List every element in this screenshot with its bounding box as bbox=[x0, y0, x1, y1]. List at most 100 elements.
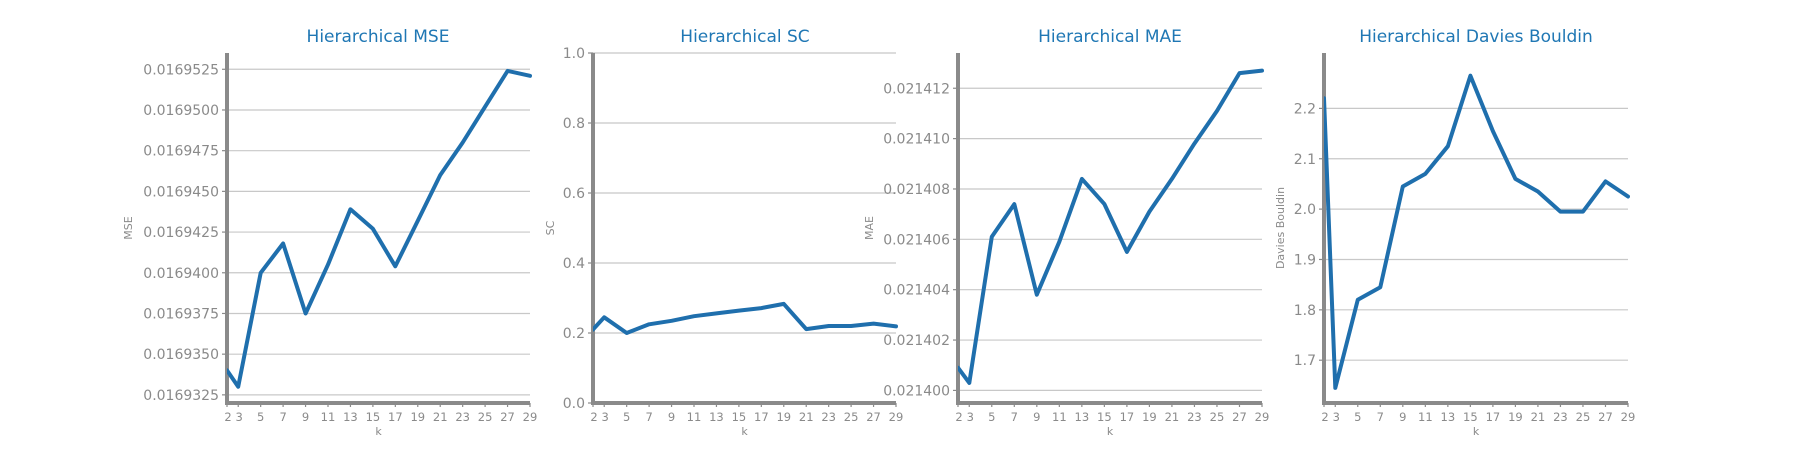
x-tick-label: 27 bbox=[1232, 410, 1247, 424]
x-tick-label: 23 bbox=[1187, 410, 1202, 424]
x-tick-label: 29 bbox=[1255, 410, 1270, 424]
x-tick-label: 15 bbox=[366, 410, 381, 424]
x-tick-label: 9 bbox=[1399, 410, 1406, 424]
x-tick-label: 9 bbox=[302, 410, 309, 424]
x-tick-label: 3 bbox=[967, 410, 974, 424]
x-tick-label: 7 bbox=[1011, 410, 1018, 424]
y-tick-label: 0.021400 bbox=[883, 383, 950, 399]
y-tick-label: 0.021410 bbox=[883, 132, 950, 148]
y-tick-label: 0.4 bbox=[563, 256, 585, 272]
x-tick-label: 15 bbox=[732, 410, 747, 424]
y-tick-label: 0.0169400 bbox=[143, 266, 219, 282]
chart-panel-4: 1.71.81.92.02.12.22 3 5 7 9 11 13 15 17 19 21 23 25 2… bbox=[1274, 27, 1635, 438]
y-tick-label: 1.9 bbox=[1294, 252, 1316, 268]
x-tick-label: 21 bbox=[1165, 410, 1180, 424]
x-tick-label: 11 bbox=[321, 410, 336, 424]
x-tick-label: 2 bbox=[224, 410, 231, 424]
x-tick-label: 2 bbox=[1321, 410, 1328, 424]
x-tick-label: 27 bbox=[500, 410, 515, 424]
x-tick-label: 13 bbox=[1441, 410, 1456, 424]
y-tick-label: 1.8 bbox=[1294, 303, 1316, 319]
x-tick-label: 25 bbox=[844, 410, 859, 424]
x-tick-label: 29 bbox=[523, 410, 538, 424]
x-tick-label: 23 bbox=[455, 410, 470, 424]
x-tick-label: 21 bbox=[1531, 410, 1546, 424]
x-tick-label: 15 bbox=[1463, 410, 1478, 424]
x-tick-label: 27 bbox=[1598, 410, 1613, 424]
y-tick-label: 2.0 bbox=[1294, 202, 1316, 218]
y-tick-label: 0.0169525 bbox=[143, 62, 219, 78]
x-tick-label: 19 bbox=[1142, 410, 1157, 424]
y-tick-label: 0.8 bbox=[563, 116, 585, 132]
chart-title: Hierarchical Davies Bouldin bbox=[1359, 27, 1593, 47]
x-tick-label: 21 bbox=[799, 410, 814, 424]
x-tick-label: 19 bbox=[410, 410, 425, 424]
x-axis-label: k bbox=[1107, 425, 1114, 438]
x-tick-label: 11 bbox=[1418, 410, 1433, 424]
x-axis-label: k bbox=[375, 425, 382, 438]
x-tick-label: 17 bbox=[754, 410, 769, 424]
x-tick-label: 7 bbox=[1377, 410, 1384, 424]
x-tick-label: 17 bbox=[388, 410, 403, 424]
y-tick-label: 2.2 bbox=[1294, 101, 1316, 117]
y-tick-label: 0.021408 bbox=[883, 182, 950, 198]
y-axis-label: MAE bbox=[863, 216, 876, 240]
x-tick-label: 9 bbox=[668, 410, 675, 424]
x-tick-label: 3 bbox=[602, 410, 609, 424]
x-tick-label: 25 bbox=[1210, 410, 1225, 424]
y-axis-label: MSE bbox=[122, 216, 135, 239]
y-tick-label: 2.1 bbox=[1294, 152, 1316, 168]
y-axis-label: Davies Bouldin bbox=[1274, 187, 1287, 269]
x-tick-label: 3 bbox=[1333, 410, 1340, 424]
series-line-1 bbox=[1324, 73, 1630, 390]
x-tick-label: 2 bbox=[590, 410, 597, 424]
y-axis-label: SC bbox=[544, 220, 557, 235]
x-tick-label: 23 bbox=[1553, 410, 1568, 424]
x-axis-label: k bbox=[1473, 425, 1480, 438]
x-tick-label: 11 bbox=[687, 410, 702, 424]
y-tick-label: 0.0169475 bbox=[143, 144, 219, 160]
x-tick-label: 3 bbox=[236, 410, 243, 424]
x-tick-label: 23 bbox=[821, 410, 836, 424]
x-tick-label: 7 bbox=[645, 410, 652, 424]
chart-title: Hierarchical MSE bbox=[307, 27, 450, 47]
chart-title: Hierarchical SC bbox=[680, 27, 809, 47]
x-tick-label: 19 bbox=[1508, 410, 1523, 424]
x-tick-label: 13 bbox=[1075, 410, 1090, 424]
y-tick-label: 0.0169375 bbox=[143, 306, 219, 322]
series-line-1 bbox=[227, 68, 532, 389]
y-tick-label: 0.0169350 bbox=[143, 347, 219, 363]
x-tick-label: 17 bbox=[1486, 410, 1501, 424]
chart-panel-1: 0.0169325 0.0169350 0.0169375 0.0169400 0.01… bbox=[122, 27, 537, 438]
y-tick-label: 0.0169450 bbox=[143, 184, 219, 200]
x-tick-label: 29 bbox=[1621, 410, 1636, 424]
y-tick-label: 0.2 bbox=[563, 326, 585, 342]
y-tick-label: 0.021402 bbox=[883, 333, 950, 349]
x-tick-label: 13 bbox=[343, 410, 358, 424]
x-tick-label: 15 bbox=[1097, 410, 1112, 424]
y-tick-label: 0.0 bbox=[563, 396, 585, 412]
series-line-1 bbox=[958, 68, 1264, 385]
y-tick-label: 0.0169325 bbox=[143, 388, 219, 404]
x-tick-label: 5 bbox=[623, 410, 630, 424]
y-tick-label: 0.6 bbox=[563, 186, 585, 202]
x-tick-label: 25 bbox=[478, 410, 493, 424]
y-tick-label: 1.7 bbox=[1294, 353, 1316, 369]
series-line-1 bbox=[593, 301, 898, 335]
x-tick-label: 19 bbox=[776, 410, 791, 424]
x-tick-label: 25 bbox=[1576, 410, 1591, 424]
chart-panel-3: 0.021400 0.021402 0.021404 0.021406 0.021408… bbox=[863, 27, 1269, 438]
x-tick-label: 21 bbox=[433, 410, 448, 424]
y-tick-label: 1.0 bbox=[563, 46, 585, 62]
x-tick-label: 13 bbox=[709, 410, 724, 424]
x-axis-label: k bbox=[741, 425, 748, 438]
chart-title: Hierarchical MAE bbox=[1038, 27, 1182, 47]
x-tick-label: 17 bbox=[1120, 410, 1135, 424]
chart-panel-2: 0.00.20.40.60.81.02 3 5 7 9 11 13 15 17 19 21 23 25 2… bbox=[544, 27, 903, 438]
x-tick-label: 29 bbox=[889, 410, 904, 424]
x-tick-label: 2 bbox=[955, 410, 962, 424]
x-tick-label: 27 bbox=[866, 410, 881, 424]
x-tick-label: 5 bbox=[257, 410, 264, 424]
y-tick-label: 0.021406 bbox=[883, 232, 950, 248]
